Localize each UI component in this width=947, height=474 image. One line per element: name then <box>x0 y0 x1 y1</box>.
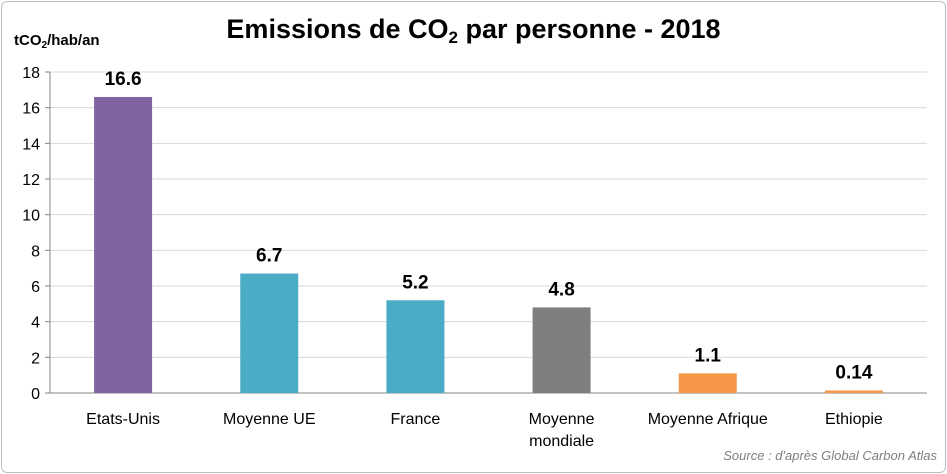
category-label: Etats-Unis <box>86 411 160 428</box>
category-label: Ethiopie <box>825 411 883 428</box>
chart-title: Emissions de CO2 par personne - 2018 <box>0 14 947 48</box>
y-tick-label: 4 <box>31 315 40 332</box>
data-label: 4.8 <box>548 279 574 300</box>
data-label: 6.7 <box>256 246 282 267</box>
source-note: Source : d'après Global Carbon Atlas <box>723 448 937 463</box>
bar <box>386 300 445 393</box>
data-label: 5.2 <box>402 272 428 293</box>
bar <box>240 273 299 393</box>
category-label: Moyenne UE <box>223 411 316 428</box>
category-label: Moyenne <box>529 411 595 428</box>
y-axis-unit-label: tCO2/hab/an <box>14 32 100 51</box>
y-tick-label: 14 <box>22 136 40 153</box>
y-tick-label: 12 <box>22 172 40 189</box>
y-tick-label: 8 <box>31 243 40 260</box>
unit-subscript: 2 <box>41 40 48 51</box>
chart-title-main: Emissions de CO <box>226 14 449 44</box>
y-tick-label: 16 <box>22 101 40 118</box>
bar <box>824 390 883 393</box>
bar <box>532 307 591 393</box>
data-label: 0.14 <box>835 363 872 384</box>
y-tick-label: 0 <box>31 386 40 403</box>
y-tick-label: 18 <box>22 65 40 82</box>
data-label: 16.6 <box>105 69 142 90</box>
category-label: France <box>391 411 441 428</box>
chart-title-subscript: 2 <box>448 28 458 47</box>
unit-rest: /hab/an <box>47 32 100 49</box>
data-label: 1.1 <box>695 345 722 366</box>
category-label: mondiale <box>529 433 594 450</box>
unit-main: tCO <box>14 32 42 49</box>
category-label: Moyenne Afrique <box>648 411 768 428</box>
bar <box>678 373 737 393</box>
bar <box>94 96 153 393</box>
y-tick-label: 6 <box>31 279 40 296</box>
y-tick-label: 2 <box>31 350 40 367</box>
y-tick-label: 10 <box>22 208 40 225</box>
chart-title-rest: par personne - 2018 <box>457 14 721 44</box>
